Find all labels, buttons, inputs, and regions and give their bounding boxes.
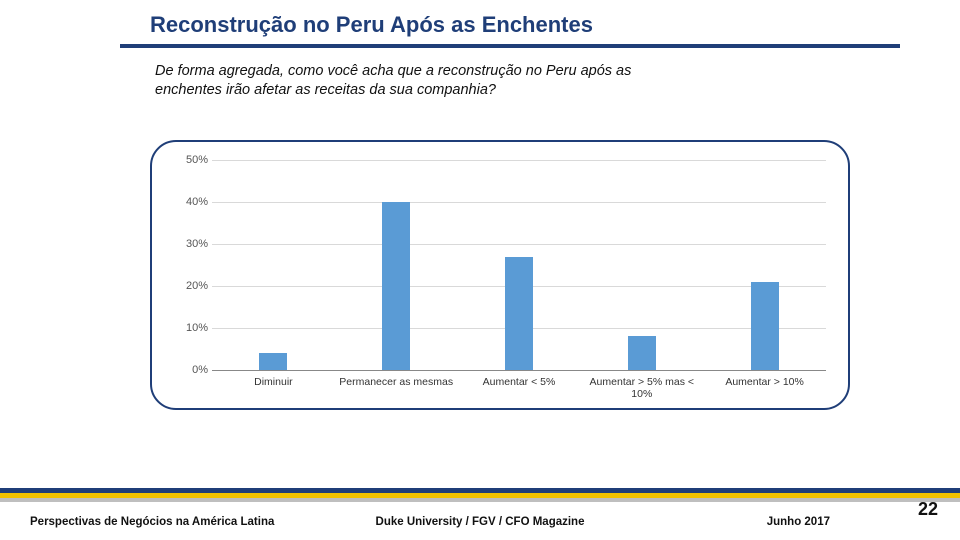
title-block: Reconstrução no Peru Após as Enchentes — [0, 0, 960, 38]
x-tick-label: Aumentar > 10% — [703, 370, 826, 400]
y-tick-label: 50% — [170, 154, 208, 166]
bar — [505, 257, 533, 370]
y-tick-label: 20% — [170, 280, 208, 292]
bar-slot — [703, 160, 826, 370]
chart-plot: 0%10%20%30%40%50% — [170, 160, 830, 370]
bar-slot — [335, 160, 458, 370]
x-tick-label: Permanecer as mesmas — [335, 370, 458, 400]
decorative-stripe — [0, 498, 960, 502]
y-tick-label: 10% — [170, 322, 208, 334]
bar-slot — [212, 160, 335, 370]
y-tick-label: 0% — [170, 364, 208, 376]
footer-stripes — [0, 488, 960, 502]
gridline — [212, 370, 826, 371]
bar — [628, 336, 656, 370]
chart-container: 0% 10% 20% 30% 40% 50% DiminuirPermanecer as … — [150, 140, 850, 410]
bars-group — [212, 160, 826, 370]
page-number: 22 — [918, 499, 938, 520]
x-axis-labels: DiminuirPermanecer as mesmasAumentar < 5… — [212, 370, 826, 400]
bar-slot — [458, 160, 581, 370]
footer-right: Junho 2017 — [767, 516, 830, 528]
bar — [751, 282, 779, 370]
subtitle-text: De forma agregada, como você acha que a … — [0, 48, 700, 100]
x-tick-label: Diminuir — [212, 370, 335, 400]
page-title: Reconstrução no Peru Após as Enchentes — [150, 12, 960, 38]
bar — [382, 202, 410, 370]
plot-area — [212, 160, 826, 370]
y-tick-label: 40% — [170, 196, 208, 208]
x-tick-label: Aumentar > 5% mas < 10% — [580, 370, 703, 400]
y-tick-label: 30% — [170, 238, 208, 250]
bar-slot — [580, 160, 703, 370]
bar — [259, 353, 287, 370]
x-tick-label: Aumentar < 5% — [458, 370, 581, 400]
slide-root: Reconstrução no Peru Após as Enchentes D… — [0, 0, 960, 540]
